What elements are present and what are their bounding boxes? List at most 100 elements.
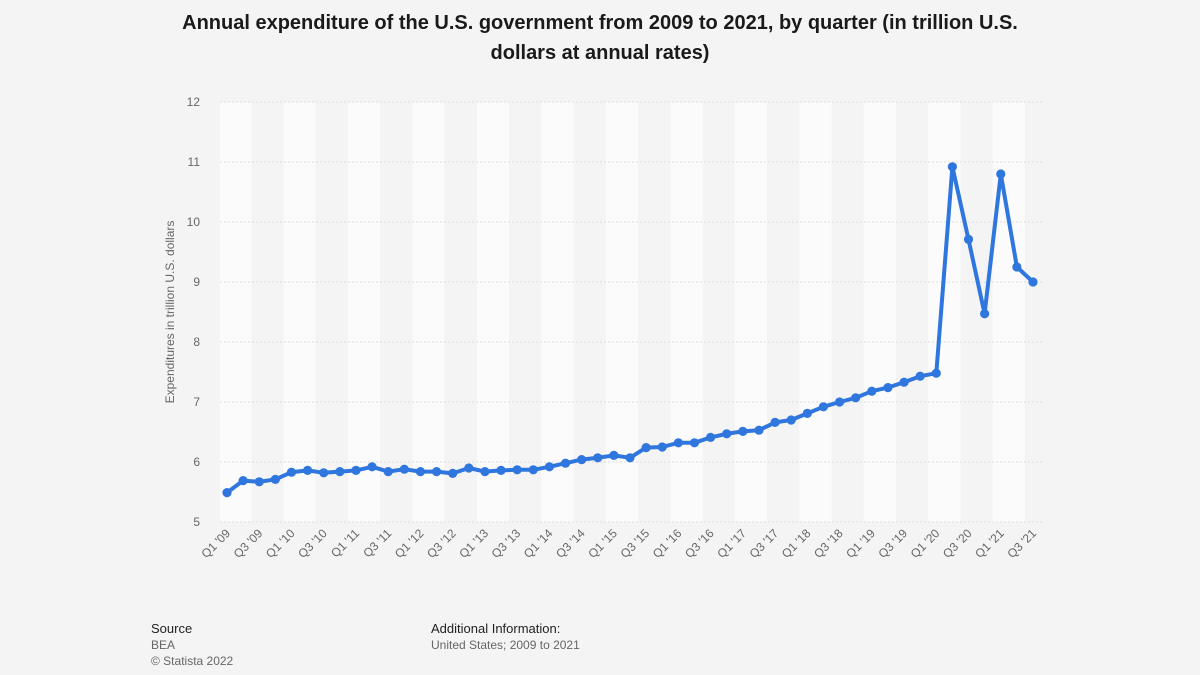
data-point[interactable] bbox=[1012, 262, 1022, 272]
data-point[interactable] bbox=[641, 443, 651, 453]
data-point[interactable] bbox=[996, 169, 1006, 179]
data-point[interactable] bbox=[770, 417, 780, 427]
data-point[interactable] bbox=[480, 467, 490, 477]
data-point[interactable] bbox=[722, 429, 732, 439]
data-point[interactable] bbox=[689, 438, 700, 448]
data-point[interactable] bbox=[577, 455, 587, 465]
data-point[interactable] bbox=[464, 463, 474, 473]
data-point[interactable] bbox=[851, 393, 861, 403]
x-tick-label: Q3 '19 bbox=[876, 526, 911, 561]
x-tick-label: Q1 '20 bbox=[908, 526, 943, 561]
x-tick-label: Q1 '19 bbox=[843, 526, 878, 561]
y-tick-label: 12 bbox=[187, 95, 201, 109]
x-tick-label: Q1 '11 bbox=[328, 526, 362, 560]
data-point[interactable] bbox=[303, 465, 313, 475]
x-tick-label: Q1 '09 bbox=[198, 526, 233, 561]
additional-info-block: Additional Information: United States; 2… bbox=[431, 621, 580, 653]
data-point[interactable] bbox=[834, 397, 845, 407]
data-point[interactable] bbox=[415, 467, 426, 477]
data-point[interactable] bbox=[818, 402, 829, 412]
data-point[interactable] bbox=[867, 386, 877, 396]
column-band bbox=[799, 102, 832, 522]
column-band bbox=[476, 102, 510, 522]
x-tick-label: Q1 '18 bbox=[779, 526, 814, 561]
x-tick-label: Q3 '13 bbox=[489, 526, 524, 561]
data-point[interactable] bbox=[270, 474, 280, 484]
column-band bbox=[283, 102, 316, 522]
data-point[interactable] bbox=[802, 408, 812, 418]
x-tick-label: Q3 '09 bbox=[231, 526, 266, 561]
data-point[interactable] bbox=[560, 458, 571, 468]
additional-info-heading: Additional Information: bbox=[431, 621, 561, 636]
column-bands bbox=[220, 102, 1025, 522]
data-point[interactable] bbox=[738, 426, 748, 436]
gridlines bbox=[220, 101, 1043, 523]
data-point[interactable] bbox=[947, 162, 958, 172]
column-band bbox=[670, 102, 703, 522]
x-tick-label: Q3 '20 bbox=[940, 526, 975, 561]
x-tick-label: Q3 '17 bbox=[747, 526, 782, 561]
data-point[interactable] bbox=[383, 467, 393, 477]
data-point[interactable] bbox=[222, 488, 232, 498]
x-tick-label: Q1 '14 bbox=[521, 526, 556, 561]
data-point[interactable] bbox=[448, 468, 458, 478]
data-point[interactable] bbox=[351, 465, 361, 475]
y-tick-label: 7 bbox=[193, 395, 200, 409]
data-point[interactable] bbox=[399, 464, 409, 474]
data-point[interactable] bbox=[238, 476, 248, 486]
data-point[interactable] bbox=[673, 438, 683, 448]
data-point[interactable] bbox=[609, 450, 619, 460]
data-point[interactable] bbox=[657, 442, 667, 452]
x-tick-label: Q1 '17 bbox=[714, 526, 749, 561]
data-point[interactable] bbox=[1028, 277, 1038, 287]
data-point[interactable] bbox=[754, 425, 764, 435]
data-point[interactable] bbox=[963, 234, 974, 244]
x-tick-label: Q1 '21 bbox=[972, 526, 1007, 561]
data-point[interactable] bbox=[335, 467, 345, 477]
y-tick-label: 6 bbox=[193, 455, 200, 469]
x-tick-label: Q3 '15 bbox=[618, 526, 653, 561]
x-tick-label: Q1 '16 bbox=[650, 526, 685, 561]
data-point[interactable] bbox=[899, 377, 909, 387]
y-tick-label: 8 bbox=[193, 335, 200, 349]
data-point[interactable] bbox=[593, 453, 603, 463]
data-point[interactable] bbox=[931, 368, 941, 378]
x-tick-label: Q3 '11 bbox=[360, 526, 394, 560]
y-axis-label: Expenditures in trillion U.S. dollars bbox=[163, 221, 177, 404]
x-tick-label: Q1 '10 bbox=[263, 526, 298, 561]
x-tick-label: Q3 '21 bbox=[1004, 526, 1039, 561]
data-point[interactable] bbox=[625, 453, 635, 463]
data-point[interactable] bbox=[319, 468, 329, 478]
data-point[interactable] bbox=[980, 309, 990, 319]
y-tick-label: 5 bbox=[193, 515, 200, 529]
data-point[interactable] bbox=[706, 432, 716, 442]
y-tick-label: 9 bbox=[193, 275, 200, 289]
y-tick-label: 11 bbox=[188, 155, 201, 169]
data-point[interactable] bbox=[883, 383, 893, 393]
column-band bbox=[863, 102, 896, 522]
data-point[interactable] bbox=[367, 462, 377, 472]
data-point[interactable] bbox=[512, 465, 522, 475]
data-points bbox=[222, 162, 1038, 498]
column-band bbox=[347, 102, 381, 522]
data-point[interactable] bbox=[431, 467, 442, 477]
data-point[interactable] bbox=[286, 467, 297, 477]
column-band bbox=[412, 102, 445, 522]
x-tick-label: Q1 '15 bbox=[585, 526, 620, 561]
data-point[interactable] bbox=[528, 465, 538, 475]
x-tick-label: Q3 '14 bbox=[553, 526, 588, 561]
source-block: Source BEA © Statista 2022 bbox=[151, 621, 233, 669]
data-point[interactable] bbox=[544, 462, 555, 472]
data-point[interactable] bbox=[786, 415, 796, 425]
y-axis-ticks: 5 6 7 8 9 10 11 12 bbox=[187, 95, 201, 529]
data-point[interactable] bbox=[254, 477, 264, 487]
x-tick-label: Q1 '13 bbox=[456, 526, 491, 561]
column-band bbox=[541, 102, 574, 522]
y-tick-label: 10 bbox=[187, 215, 201, 229]
data-point[interactable] bbox=[915, 371, 925, 381]
column-band bbox=[734, 102, 768, 522]
x-tick-label: Q1 '12 bbox=[392, 526, 427, 561]
data-point[interactable] bbox=[496, 465, 506, 475]
